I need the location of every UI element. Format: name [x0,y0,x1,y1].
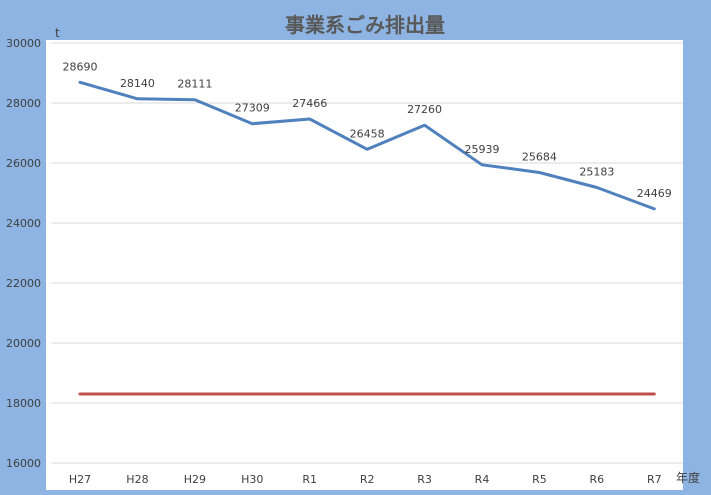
y-tick-label: 26000 [6,157,41,170]
x-axis-label: 年度 [676,470,700,485]
x-tick-label: R5 [532,473,547,486]
data-label: 27309 [235,102,270,115]
x-tick-label: H29 [184,473,206,486]
y-tick-label: 30000 [6,37,41,50]
y-tick-label: 20000 [6,337,41,350]
chart-title: 事業系ごみ排出量 [285,13,445,37]
data-label: 24469 [637,187,672,200]
y-tick-label: 18000 [6,397,41,410]
x-tick-label: R2 [360,473,375,486]
x-tick-label: H27 [69,473,91,486]
y-axis-ticks: 16000 18000 20000 22000 24000 26000 28000 30000 [6,37,41,470]
series-group [78,80,656,396]
data-labels: 28690 28140 28111 27309 27466 26458 27260 25939… [63,60,672,200]
data-label: 25183 [579,166,614,179]
x-tick-label: R7 [647,473,662,486]
data-label: 28111 [177,78,212,91]
y-tick-label: 24000 [6,217,41,230]
series-line-1 [78,80,656,211]
y-tick-label: 28000 [6,97,41,110]
y-tick-label: 22000 [6,277,41,290]
x-tick-label: R4 [475,473,490,486]
data-label: 25939 [465,143,500,156]
x-tick-label: H28 [126,473,148,486]
y-axis-unit-label: t [55,26,60,40]
data-label: 28690 [63,60,98,73]
data-label: 25684 [522,150,557,163]
x-tick-label: H30 [241,473,263,486]
data-label: 26458 [350,127,385,140]
y-tick-label: 16000 [6,457,41,470]
x-tick-label: R6 [590,473,605,486]
data-label: 27260 [407,103,442,116]
x-tick-label: R3 [417,473,432,486]
data-label: 27466 [292,97,327,110]
gridlines [51,42,683,464]
x-tick-label: R1 [302,473,317,486]
plot-area [46,40,683,490]
x-axis-ticks: H27 H28 H29 H30 R1 R2 R3 R4 R5 R6 R7 [69,473,662,486]
data-label: 28140 [120,77,155,90]
